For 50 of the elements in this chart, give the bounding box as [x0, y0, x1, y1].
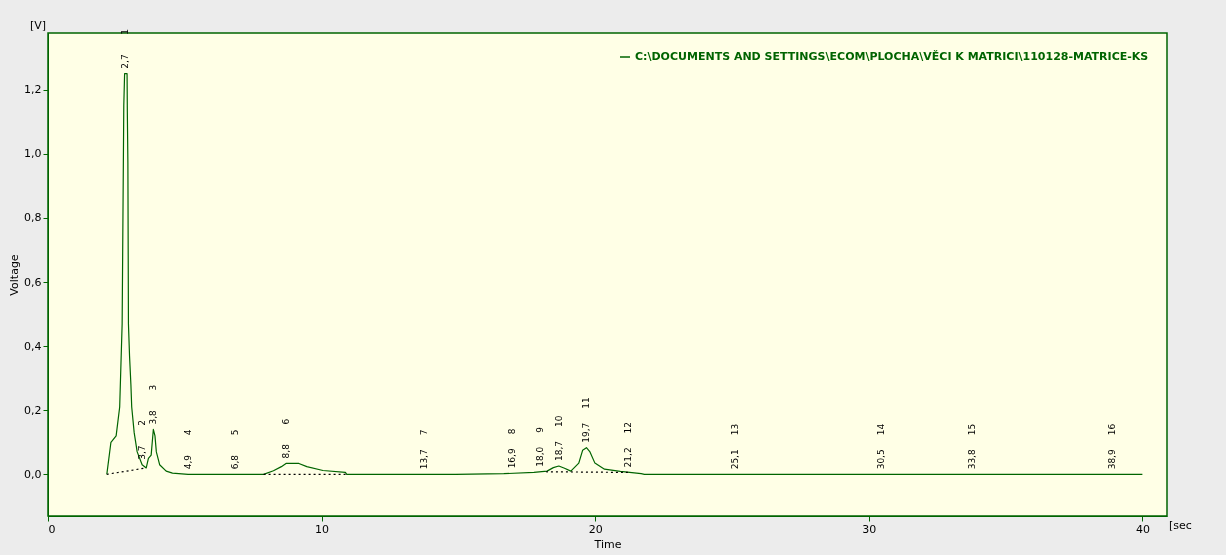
y-tick-label: 0,4 [24, 339, 42, 353]
annotation: 13,7 [419, 449, 430, 470]
annotation: 8,8 [281, 443, 292, 459]
annotation: 8 [506, 428, 517, 435]
x-tick-label: 30 [862, 522, 877, 536]
x-tick-label: 20 [588, 522, 603, 536]
annotation: 3 [148, 384, 159, 391]
x-axis-title: Time [593, 537, 622, 551]
annotation: 38,9 [1106, 449, 1117, 470]
annotation: 2 [137, 419, 148, 426]
text: [V] [29, 19, 46, 32]
annotation: 16,9 [506, 448, 517, 469]
annotation: 6 [281, 418, 292, 425]
annotation: 33,8 [967, 449, 978, 470]
annotation: 12 [623, 421, 634, 434]
annotation: 19,7 [581, 422, 592, 443]
annotation: 1 [119, 28, 130, 35]
annotation: 4 [183, 429, 194, 436]
annotation: 21,2 [623, 447, 634, 468]
legend-label: C:\DOCUMENTS AND SETTINGS\ECOM\PLOCHA\VĚCI K MATRICI\110128-MATRICE-KS [635, 50, 1149, 63]
x-tick-label: 0 [48, 522, 56, 536]
annotation: 14 [876, 423, 887, 436]
line-series [106, 73, 1143, 475]
y-tick-label: 0,6 [24, 275, 42, 289]
x-tick-label: 10 [315, 522, 330, 536]
annotation: 16 [1106, 423, 1117, 436]
annotation: 7 [419, 429, 430, 436]
y-tick-label: 1,0 [24, 147, 42, 161]
annotation: 3,8 [148, 409, 159, 425]
annotation: 18,7 [553, 440, 564, 461]
annotation: 30,5 [876, 449, 887, 470]
annotation: 5 [230, 429, 241, 436]
y-tick-label: 0,8 [24, 211, 42, 225]
annotation: 4,9 [183, 454, 194, 470]
y-tick-label: 1,2 [24, 83, 42, 97]
annotation: 15 [967, 423, 978, 436]
y-tick-label: 0,2 [24, 403, 42, 417]
annotation: 13 [730, 423, 741, 436]
annotation: 3,7 [137, 445, 148, 460]
text: [sec [1169, 519, 1192, 532]
annotation: 6,8 [230, 454, 241, 470]
annotation: 9 [535, 426, 546, 433]
annotation: 10 [553, 415, 564, 427]
y-tick-label: 0,0 [24, 467, 42, 481]
annotation: 25,1 [730, 449, 741, 470]
annotation: 2,7 [119, 54, 130, 69]
annotation: 18,0 [535, 446, 546, 467]
annotation: 11 [581, 397, 592, 409]
y-axis-title: Voltage [8, 254, 22, 296]
x-tick-label: 40 [1135, 522, 1150, 536]
